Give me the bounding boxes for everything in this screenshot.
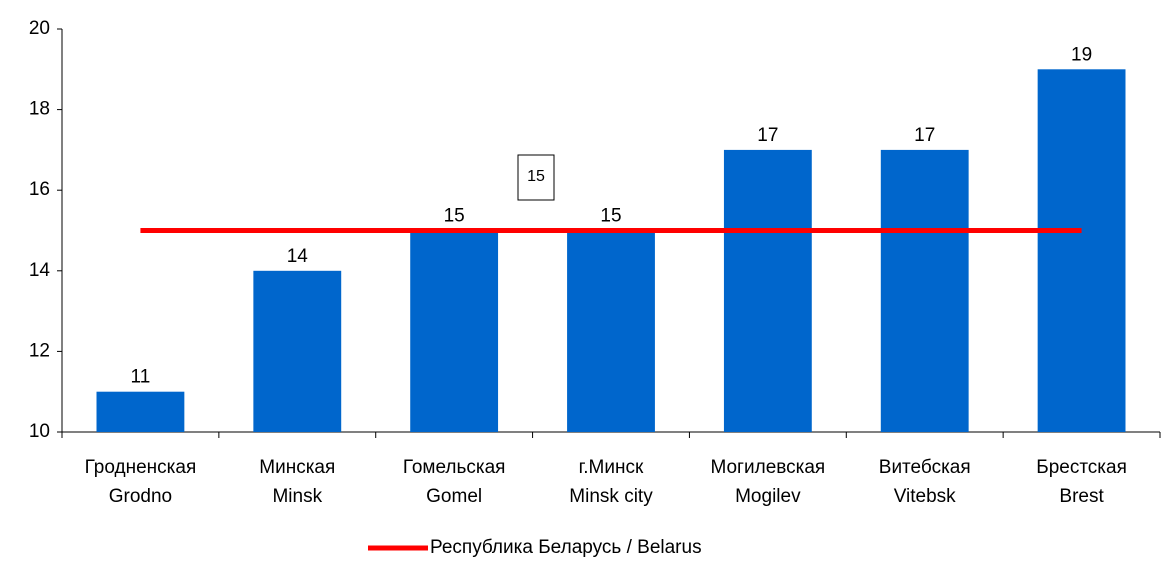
x-tick-label: Могилевская <box>710 457 825 478</box>
y-tick-label: 14 <box>29 260 51 281</box>
value-label: 17 <box>757 125 778 146</box>
bar <box>410 230 499 432</box>
bar <box>253 270 342 432</box>
x-tick-label: Brest <box>1059 486 1104 507</box>
x-tick-label: Минская <box>259 457 335 478</box>
x-tick-label: Vitebsk <box>894 486 956 507</box>
x-tick-label: Гродненская <box>85 457 197 478</box>
bar <box>1037 69 1126 433</box>
x-tick-label: Витебская <box>879 457 971 478</box>
x-tick-label: Minsk <box>272 486 322 507</box>
bar <box>723 149 812 432</box>
y-tick-label: 10 <box>29 421 50 442</box>
x-tick-label: Гомельская <box>403 457 506 478</box>
x-tick-label: г.Минск <box>579 457 644 478</box>
annotation-box <box>517 154 555 201</box>
value-label: 14 <box>287 246 309 267</box>
x-tick-label: Minsk city <box>569 486 653 507</box>
value-label: 15 <box>600 206 621 227</box>
x-tick-label: Mogilev <box>735 486 801 507</box>
value-label: 19 <box>1071 44 1092 65</box>
value-label: 11 <box>131 367 151 388</box>
x-tick-label: Grodno <box>109 486 172 507</box>
value-label: 17 <box>914 125 935 146</box>
bar <box>567 230 655 432</box>
y-tick-label: 18 <box>29 99 50 120</box>
legend-label: Республика Беларусь / Belarus <box>430 537 702 558</box>
annotation: 15 <box>527 168 545 185</box>
y-tick-label: 16 <box>29 179 50 200</box>
bar <box>880 149 969 432</box>
x-tick-label: Gomel <box>426 486 482 507</box>
x-tick-label: Брестская <box>1036 457 1127 478</box>
y-tick-label: 12 <box>29 340 50 361</box>
bar <box>96 391 185 432</box>
y-tick-label: 20 <box>29 18 50 39</box>
value-label: 15 <box>444 206 465 227</box>
